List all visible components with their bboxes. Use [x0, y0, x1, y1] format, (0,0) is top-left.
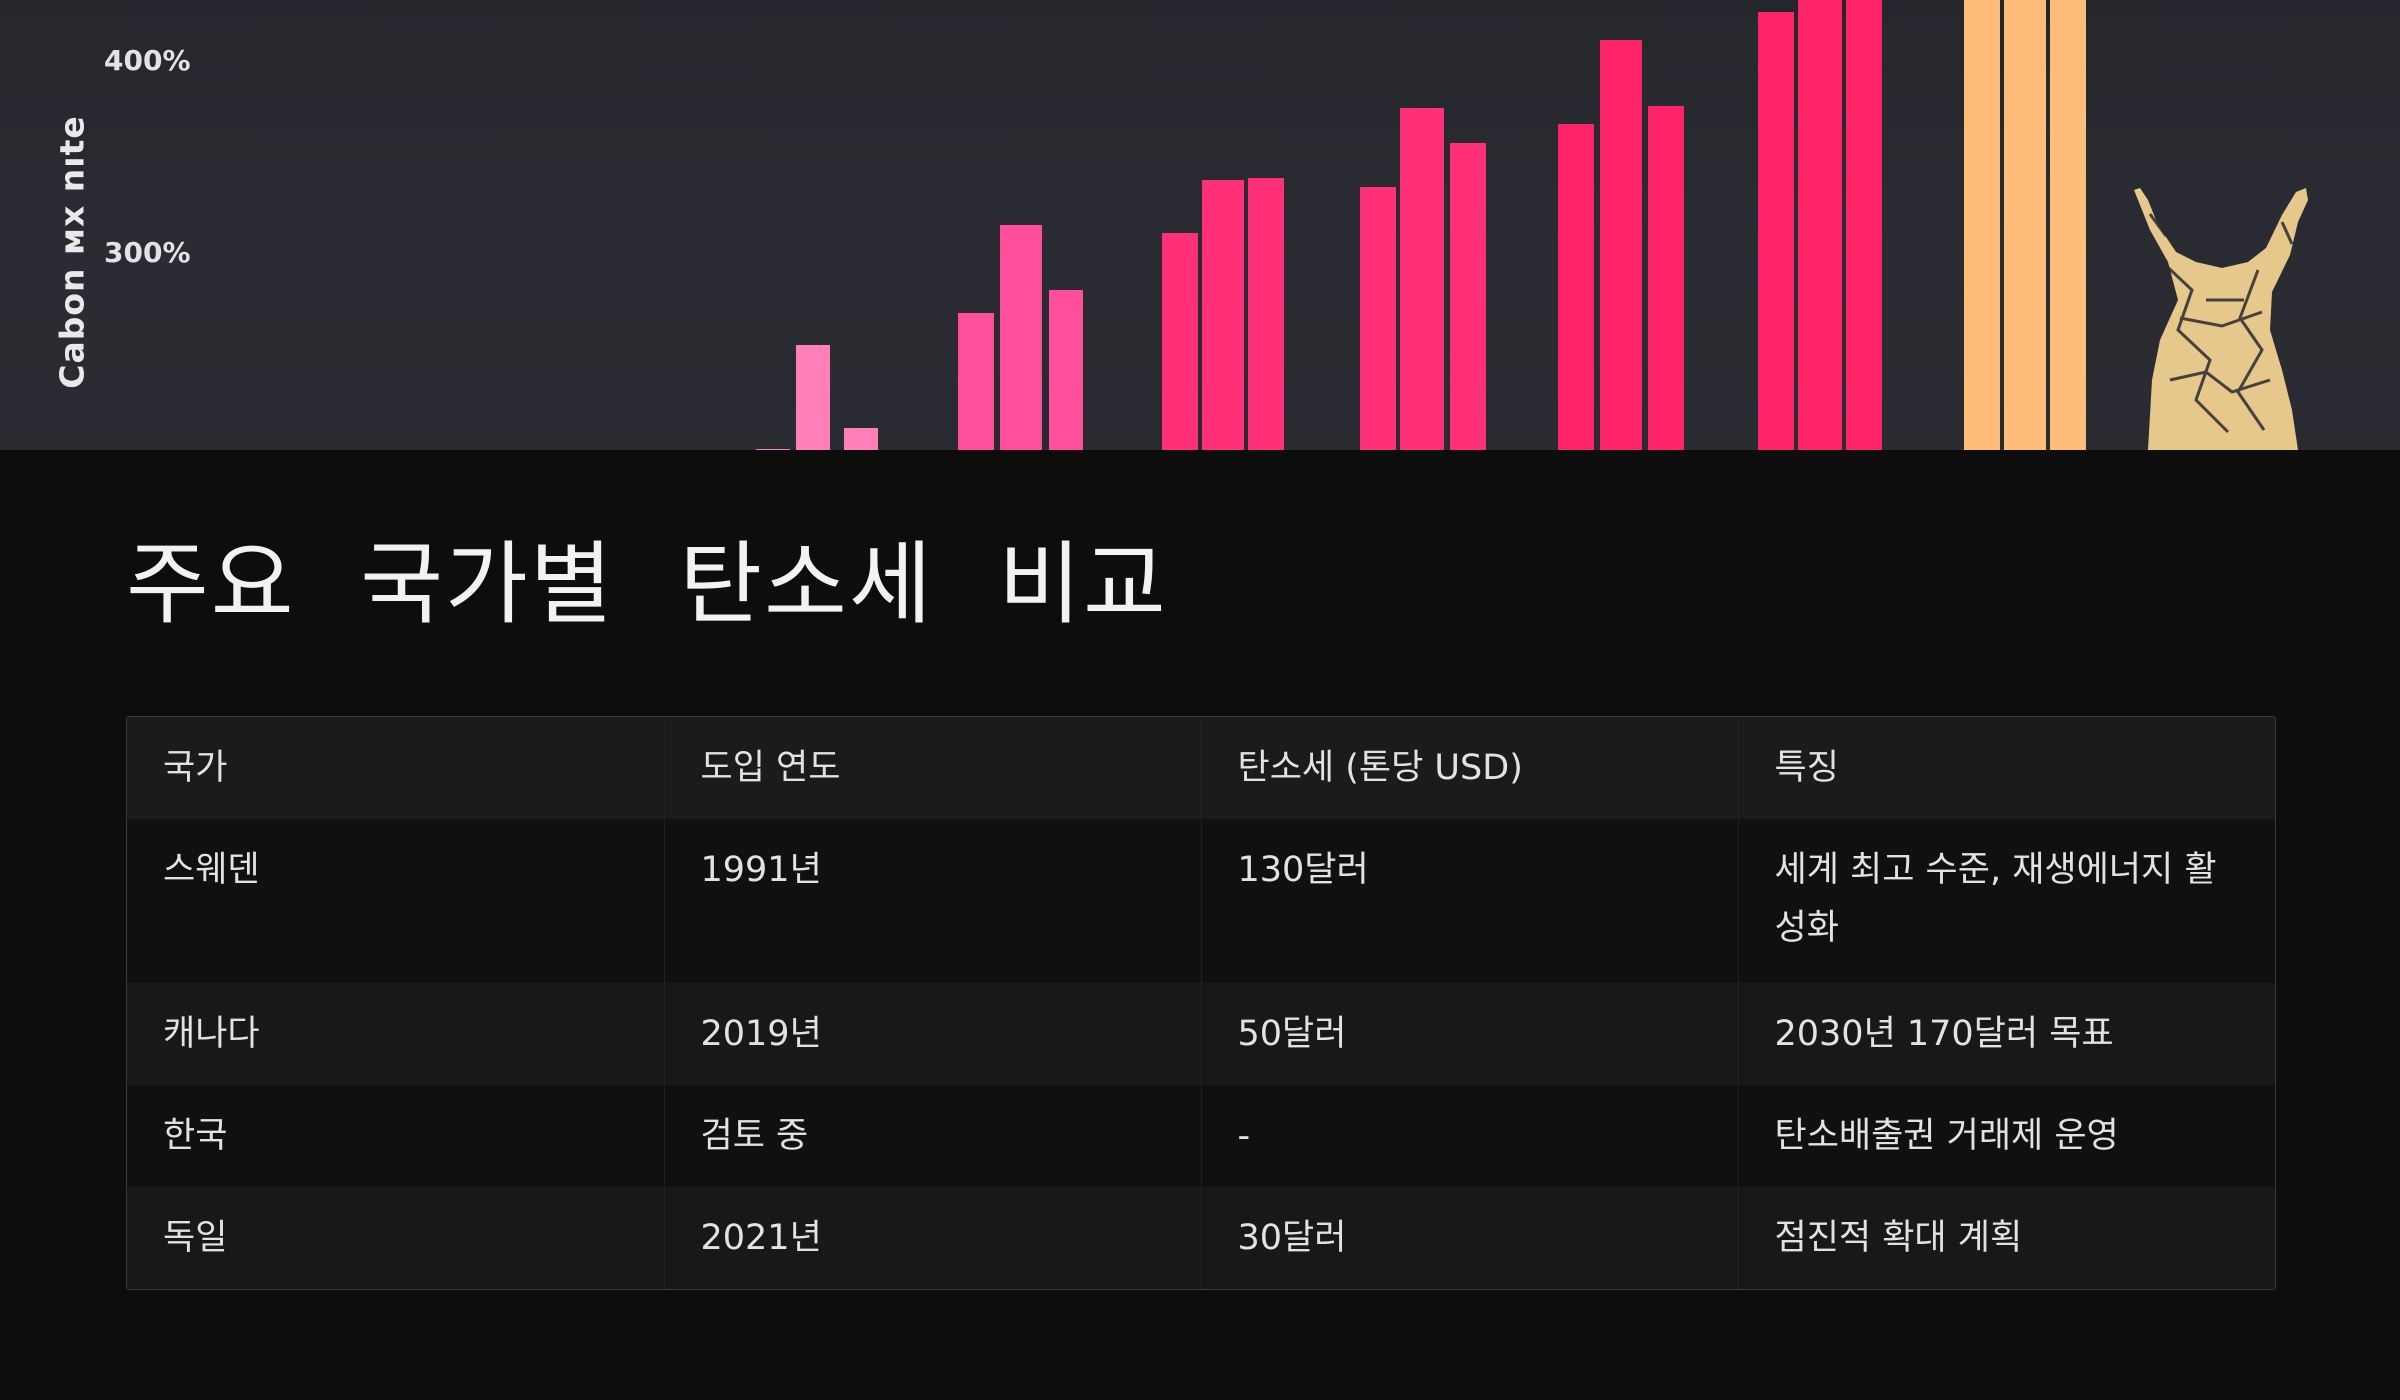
- decorative-bar: [1162, 233, 1198, 450]
- table-row: 캐나다 2019년 50달러 2030년 170달러 목표: [127, 983, 2275, 1085]
- decorative-bar: [1450, 143, 1486, 450]
- decorative-bar: [1049, 290, 1083, 450]
- decorative-bar: [1648, 106, 1684, 450]
- decorative-bar: [2004, 0, 2046, 450]
- decorative-bar: [958, 313, 994, 450]
- decorative-bar: [1758, 12, 1794, 450]
- table-row: 한국 검토 중 - 탄소배출권 거래제 운영: [127, 1085, 2275, 1187]
- y-tick-400: 400%: [104, 44, 191, 77]
- cell-feature: 2030년 170달러 목표: [1738, 983, 2275, 1085]
- cell-country: 스웨덴: [127, 819, 665, 983]
- header-feature: 특징: [1738, 717, 2275, 819]
- cell-year: 1991년: [664, 819, 1202, 983]
- cell-tax: 130달러: [1201, 819, 1739, 983]
- cell-feature: 세계 최고 수준, 재생에너지 활성화: [1738, 819, 2275, 983]
- cell-year: 2021년: [664, 1187, 1202, 1289]
- table-row: 독일 2021년 30달러 점진적 확대 계획: [127, 1187, 2275, 1289]
- header-tax: 탄소세 (톤당 USD): [1201, 717, 1739, 819]
- celebrating-person-icon: [2134, 188, 2308, 450]
- cell-country: 캐나다: [127, 983, 665, 1085]
- decorative-bar: [1248, 178, 1284, 450]
- decorative-bar: [1846, 0, 1882, 450]
- decorative-bar: [1558, 124, 1594, 450]
- decorative-bar: [796, 345, 830, 450]
- decorative-bar: [1400, 108, 1444, 450]
- cell-feature: 점진적 확대 계획: [1738, 1187, 2275, 1289]
- cell-tax: 30달러: [1201, 1187, 1739, 1289]
- table-header-row: 국가 도입 연도 탄소세 (톤당 USD) 특징: [127, 717, 2275, 819]
- cell-country: 독일: [127, 1187, 665, 1289]
- decorative-bar: [1360, 187, 1396, 450]
- y-tick-300: 300%: [104, 236, 191, 269]
- table-row: 스웨덴 1991년 130달러 세계 최고 수준, 재생에너지 활성화: [127, 819, 2275, 983]
- decorative-bar: [844, 428, 878, 450]
- cell-country: 한국: [127, 1085, 665, 1187]
- decorative-bar: [2050, 0, 2086, 450]
- header-year: 도입 연도: [664, 717, 1202, 819]
- cell-feature: 탄소배출권 거래제 운영: [1738, 1085, 2275, 1187]
- decorative-bar: [1000, 225, 1042, 450]
- cell-tax: 50달러: [1201, 983, 1739, 1085]
- decorative-bar: [1964, 0, 2000, 450]
- decorative-bar: [1202, 180, 1244, 450]
- cell-year: 검토 중: [664, 1085, 1202, 1187]
- header-country: 국가: [127, 717, 665, 819]
- hero-bars: [756, 0, 2308, 450]
- cell-year: 2019년: [664, 983, 1202, 1085]
- hero-chart-image: Cabon ᴍx nıte 400% 300%: [0, 0, 2400, 450]
- decorative-bar: [1798, 0, 1842, 450]
- page-title: 주요 국가별 탄소세 비교: [126, 532, 1168, 637]
- decorative-bar: [756, 449, 790, 450]
- cell-tax: -: [1201, 1085, 1739, 1187]
- carbon-tax-table: 국가 도입 연도 탄소세 (톤당 USD) 특징 스웨덴 1991년 130달러…: [126, 716, 2276, 1290]
- decorative-bar: [1600, 40, 1642, 450]
- y-axis-title: Cabon ᴍx nıte: [52, 115, 92, 389]
